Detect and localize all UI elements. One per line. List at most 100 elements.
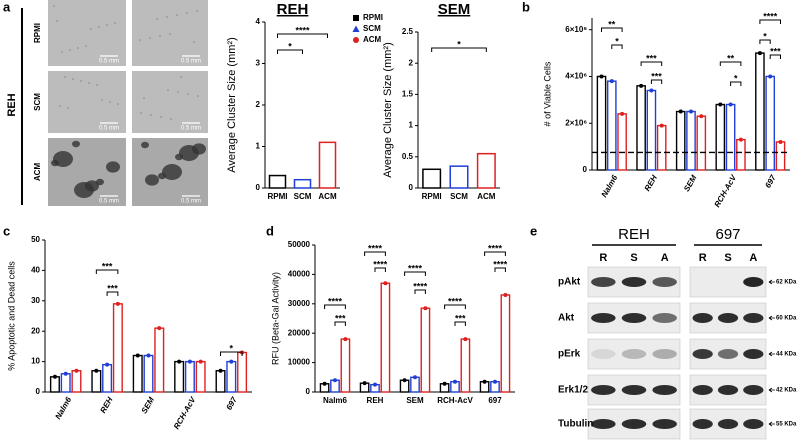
significance-label: **** — [448, 296, 463, 306]
bar — [49, 376, 60, 393]
significance-bracket — [220, 351, 243, 356]
bar — [476, 152, 496, 189]
cell-cluster — [176, 14, 178, 16]
blot-band — [743, 349, 764, 359]
blot-row-label: pAkt — [558, 277, 581, 288]
blot-band — [652, 277, 677, 287]
bar-point — [198, 359, 203, 364]
y-tick-label: 20 — [31, 326, 40, 335]
y-tick-label: 4 — [256, 17, 261, 26]
x-tick-label: ACM — [477, 192, 496, 201]
cell-cluster — [98, 26, 100, 28]
y-axis-label: # of Viable Cells — [542, 61, 552, 126]
bar — [268, 174, 287, 189]
significance-label: **** — [295, 25, 310, 35]
scale-bar-label: 0.5 mm — [181, 199, 201, 205]
significance-bracket — [601, 27, 623, 32]
bar-point — [373, 382, 377, 387]
size-arrow — [768, 421, 775, 427]
bar — [60, 373, 71, 393]
significance-label: **** — [328, 296, 343, 306]
bar-point — [135, 353, 140, 358]
cell-cluster — [67, 107, 69, 109]
cell-cluster — [162, 164, 182, 180]
bar — [675, 110, 686, 171]
bar — [340, 338, 351, 393]
significance-bracket — [494, 267, 506, 272]
y-tick-label: 0 — [306, 387, 311, 396]
blot-band — [621, 277, 647, 287]
lane-label: S — [724, 252, 731, 264]
scale-bar-label: 0.5 mm — [181, 59, 201, 65]
blot-band — [743, 277, 764, 287]
cell-cluster — [141, 141, 149, 149]
x-tick-label: REH — [367, 396, 384, 405]
cell-cluster — [53, 151, 73, 167]
blot-group-label: 697 — [715, 226, 740, 243]
x-tick-label: Nalm6 — [600, 173, 620, 199]
significance-bracket — [277, 49, 303, 54]
size-label: 42 KDa — [776, 388, 797, 394]
blot-band — [652, 419, 677, 429]
y-tick-label: 0.5 — [402, 152, 414, 161]
size-arrow — [768, 279, 775, 285]
blot-band — [621, 349, 647, 359]
bar — [686, 110, 696, 171]
x-tick-label: 697 — [224, 395, 239, 412]
y-tick-label: 10000 — [288, 358, 311, 367]
y-tick-label: 0 — [256, 183, 261, 192]
significance-bracket — [414, 289, 426, 294]
bar-point — [778, 139, 783, 144]
y-tick-label: 2 — [256, 100, 261, 109]
blot-band — [717, 349, 739, 359]
cell-cluster — [88, 82, 90, 84]
bar-point — [599, 74, 604, 79]
cell-cluster — [180, 76, 182, 78]
bar — [449, 165, 469, 189]
significance-bracket — [364, 251, 386, 256]
significance-bracket — [759, 19, 781, 24]
blot-band — [692, 419, 713, 429]
bar — [736, 138, 746, 171]
bar-point — [413, 375, 417, 380]
cell-cluster — [114, 22, 116, 24]
cell-cluster — [96, 178, 104, 186]
blot-row-label: pErk — [558, 349, 581, 360]
blot-band — [621, 385, 647, 395]
x-tick-label: SEM — [406, 396, 424, 405]
bar-point — [649, 88, 654, 93]
significance-bracket — [759, 39, 771, 44]
significance-bracket — [277, 33, 328, 38]
bar — [71, 370, 82, 393]
bar-point — [52, 374, 57, 379]
x-tick-label: REH — [98, 395, 114, 414]
bar-point — [229, 359, 234, 364]
bar-point — [609, 79, 614, 84]
bar-point — [115, 301, 120, 306]
y-tick-label: 20000 — [288, 328, 311, 337]
bar-point — [659, 123, 664, 128]
bar-point — [423, 306, 428, 311]
bar — [102, 363, 113, 393]
scale-bar-label: 0.5 mm — [99, 59, 119, 65]
micrograph — [48, 71, 126, 133]
x-tick-label: RCH-AcV — [172, 395, 198, 431]
size-arrow — [768, 351, 775, 357]
blot-band — [692, 313, 713, 323]
y-tick-label: 1.5 — [402, 90, 414, 99]
blot-group-label: REH — [618, 226, 650, 243]
y-tick-label: 2.5 — [402, 27, 414, 36]
micrograph — [48, 0, 126, 66]
bar — [606, 80, 617, 171]
cell-cluster — [187, 93, 189, 95]
x-tick-label: RPMI — [422, 192, 442, 201]
bar-point — [493, 379, 497, 384]
cell-cluster — [166, 16, 168, 18]
cell-cluster — [177, 91, 179, 93]
significance-label: **** — [368, 243, 383, 253]
significance-bracket — [431, 47, 487, 52]
bar — [154, 327, 165, 393]
bar-point — [94, 368, 99, 373]
y-axis-label: RFU (Beta-Gal Activity) — [270, 272, 280, 365]
scale-bar-label: 0.5 mm — [99, 199, 119, 205]
